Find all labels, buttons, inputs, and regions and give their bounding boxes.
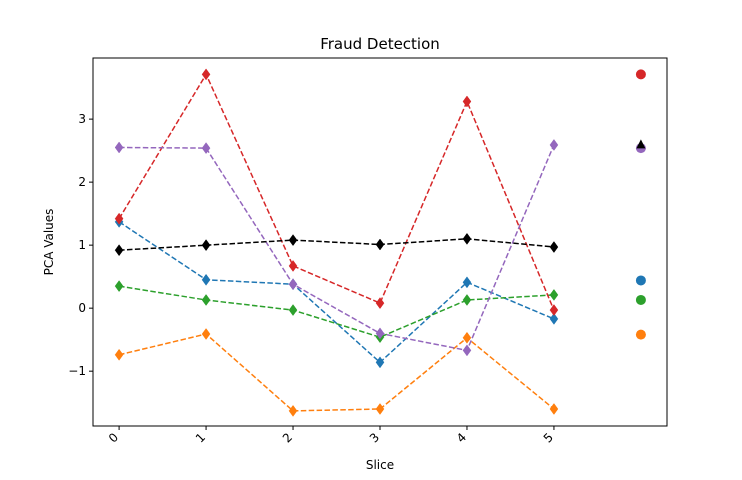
y-tick-label: −1 <box>68 364 86 378</box>
series-5-point <box>462 344 472 357</box>
series-6-end-marker <box>636 139 646 149</box>
y-tick-label: 2 <box>78 175 86 189</box>
series-2-line <box>118 333 555 412</box>
series-6-point <box>549 241 559 253</box>
series-2-point <box>462 331 472 344</box>
y-tick-label: 0 <box>78 301 86 315</box>
series-3-point <box>462 294 472 306</box>
series-3-point <box>201 294 211 306</box>
series-3-end-marker <box>635 294 646 305</box>
series-2-point <box>288 404 298 417</box>
series-2-point <box>549 403 559 415</box>
series-5-point <box>375 327 385 340</box>
series-4 <box>114 68 646 316</box>
x-axis-label: Slice <box>366 458 394 472</box>
series-4-line <box>118 72 555 311</box>
series-layer <box>114 68 646 417</box>
series-6 <box>114 139 646 257</box>
series-3-point <box>114 280 124 293</box>
series-6-point <box>288 234 298 247</box>
series-6-point <box>462 232 472 245</box>
series-1-point <box>549 312 559 325</box>
series-4-end-marker <box>635 69 646 80</box>
series-5-point <box>201 142 211 155</box>
series-5-point <box>549 139 559 151</box>
series-5-point <box>288 278 298 291</box>
series-2 <box>114 328 646 417</box>
series-2-point <box>201 328 211 340</box>
series-4-point <box>462 95 472 108</box>
chart-title: Fraud Detection <box>320 35 440 53</box>
series-1-point <box>375 356 385 369</box>
series-4-point <box>288 260 298 272</box>
series-1-line <box>118 221 555 364</box>
series-1 <box>114 215 646 369</box>
series-6-point <box>201 239 211 252</box>
series-6-point <box>375 238 385 251</box>
y-tick-label: 1 <box>78 238 86 252</box>
series-2-end-marker <box>635 329 646 340</box>
series-2-point <box>114 348 124 361</box>
series-6-line <box>119 238 554 251</box>
y-axis: −1 0 1 2 3 <box>68 112 93 378</box>
series-1-end-marker <box>635 275 646 286</box>
series-4-point <box>114 212 124 225</box>
series-3-point <box>549 289 559 301</box>
series-2-point <box>375 403 385 415</box>
series-1-point <box>462 276 472 289</box>
series-5-point <box>114 141 124 154</box>
y-tick-label: 3 <box>78 112 86 126</box>
series-4-point <box>201 68 211 81</box>
series-5-line <box>119 144 555 352</box>
series-6-point <box>114 244 124 257</box>
series-4-point <box>375 297 385 310</box>
series-4-point <box>549 304 559 316</box>
series-3-point <box>288 304 298 316</box>
series-3-line <box>118 285 554 338</box>
y-axis-label: PCA Values <box>42 209 56 276</box>
series-1-point <box>201 273 211 286</box>
